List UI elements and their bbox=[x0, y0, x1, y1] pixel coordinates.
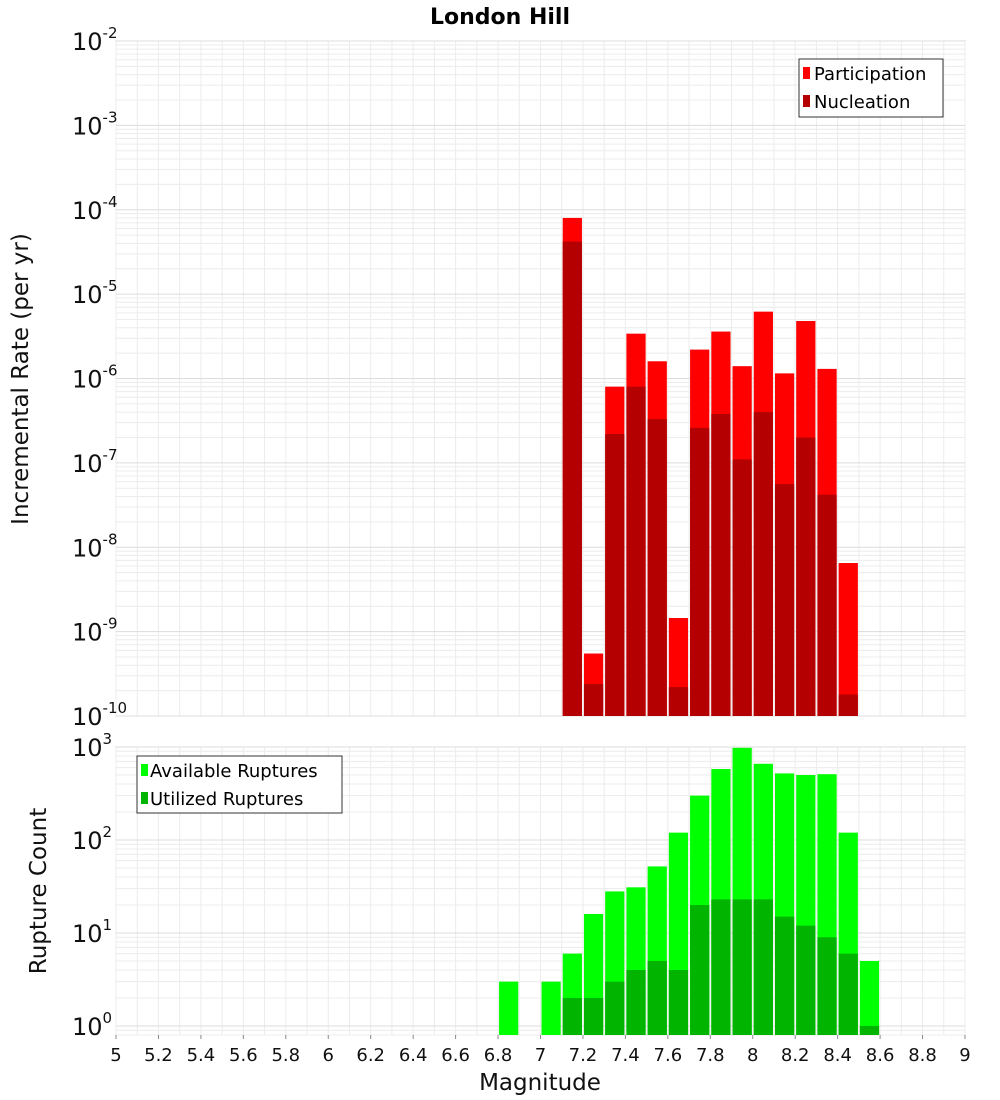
y-tick-label: 10-9 bbox=[72, 615, 118, 647]
top-bar-nucleation bbox=[690, 427, 710, 716]
top-bar-nucleation bbox=[668, 687, 689, 716]
top-bar-nucleation bbox=[774, 484, 795, 716]
top-bar-nucleation bbox=[605, 433, 625, 716]
top-y-ticks: 10-10 10-9 10-8 10-7 10-6 10-5 10-4 10-3 10-2 bbox=[72, 24, 127, 731]
bottom-bar-utilized-ruptures bbox=[838, 953, 858, 1035]
top-bar-nucleation bbox=[626, 386, 646, 716]
x-tick-label: 5 bbox=[110, 1045, 121, 1066]
bottom-bar-utilized-ruptures bbox=[647, 960, 667, 1035]
x-tick-label: 5.4 bbox=[187, 1045, 216, 1066]
x-tick-label: 6.2 bbox=[356, 1045, 385, 1066]
x-tick-label: 7.8 bbox=[696, 1045, 725, 1066]
bottom-bar-utilized-ruptures bbox=[711, 899, 731, 1035]
x-tick-label: 8.8 bbox=[908, 1045, 937, 1066]
x-tick-label: 7.6 bbox=[654, 1045, 683, 1066]
x-tick-label: 8.6 bbox=[866, 1045, 895, 1066]
bottom-bar-utilized-ruptures bbox=[668, 969, 689, 1035]
y-tick-label: 101 bbox=[72, 916, 112, 948]
bottom-bars bbox=[499, 747, 880, 1035]
x-axis-label: Magnitude bbox=[479, 1070, 601, 1096]
x-tick-label: 5.2 bbox=[144, 1045, 173, 1066]
top-legend-box bbox=[798, 58, 944, 118]
bottom-bar-available-ruptures bbox=[499, 981, 519, 1035]
x-tick-label: 8.2 bbox=[781, 1045, 810, 1066]
y-tick-label: 10-7 bbox=[72, 446, 118, 478]
bottom-legend-box bbox=[136, 755, 343, 814]
y-tick-label: 10-8 bbox=[72, 530, 118, 562]
y-tick-label: 10-4 bbox=[72, 193, 118, 225]
x-axis-ticks: 5 5.2 5.4 5.6 5.8 6 6.2 6.4 6.6 6.8 7 7.2 7.4 7.6 7.8 8… bbox=[110, 1035, 971, 1066]
bottom-bar-utilized-ruptures bbox=[774, 916, 795, 1035]
x-tick-label: 6 bbox=[323, 1045, 334, 1066]
x-tick-label: 6.6 bbox=[441, 1045, 470, 1066]
x-tick-label: 7.2 bbox=[569, 1045, 598, 1066]
x-tick-label: 6.4 bbox=[399, 1045, 428, 1066]
top-bars bbox=[562, 217, 858, 717]
bottom-bar-utilized-ruptures bbox=[732, 899, 752, 1035]
y-tick-label: 10-2 bbox=[72, 24, 118, 56]
top-legend: Participation Nucleation bbox=[798, 58, 944, 118]
x-tick-label: 8 bbox=[747, 1045, 758, 1066]
legend-label-available-ruptures: Available Ruptures bbox=[150, 761, 318, 782]
y-tick-label: 103 bbox=[72, 730, 112, 762]
y-tick-label: 10-10 bbox=[72, 699, 127, 731]
top-bar-nucleation bbox=[753, 412, 773, 716]
top-bar-nucleation bbox=[711, 413, 731, 716]
bottom-bar-available-ruptures bbox=[541, 981, 561, 1035]
top-bar-nucleation bbox=[562, 241, 582, 717]
bottom-bar-utilized-ruptures bbox=[562, 997, 582, 1035]
top-bar-participation bbox=[838, 563, 858, 716]
x-tick-label: 7 bbox=[535, 1045, 546, 1066]
y-tick-label: 10-6 bbox=[72, 362, 118, 394]
y-tick-label: 10-3 bbox=[72, 108, 118, 140]
bottom-y-ticks: 100 101 102 103 bbox=[72, 730, 112, 1041]
y-tick-label: 10-5 bbox=[72, 277, 118, 309]
x-tick-label: 8.4 bbox=[823, 1045, 852, 1066]
bottom-y-axis-label: Rupture Count bbox=[26, 808, 52, 974]
y-tick-label: 102 bbox=[72, 823, 112, 855]
legend-label-participation: Participation bbox=[814, 64, 926, 85]
top-bar-nucleation bbox=[583, 683, 604, 716]
top-bar-nucleation bbox=[647, 419, 667, 716]
x-tick-label: 9 bbox=[959, 1045, 970, 1066]
bottom-bar-utilized-ruptures bbox=[859, 1025, 880, 1035]
bottom-bar-utilized-ruptures bbox=[796, 925, 816, 1035]
bottom-bar-utilized-ruptures bbox=[817, 937, 837, 1035]
legend-swatch-available-ruptures bbox=[141, 764, 148, 776]
legend-swatch-nucleation bbox=[803, 95, 810, 107]
y-tick-label: 100 bbox=[72, 1009, 112, 1041]
top-bar-nucleation bbox=[796, 437, 816, 716]
bottom-bar-utilized-ruptures bbox=[583, 997, 604, 1035]
top-bar-nucleation bbox=[732, 459, 752, 716]
bottom-legend: Available Ruptures Utilized Ruptures bbox=[136, 755, 343, 814]
x-tick-label: 5.6 bbox=[229, 1045, 258, 1066]
bottom-bar-utilized-ruptures bbox=[605, 981, 625, 1035]
top-y-axis-label: Incremental Rate (per yr) bbox=[8, 233, 34, 525]
chart-title: London Hill bbox=[430, 5, 570, 30]
legend-swatch-utilized-ruptures bbox=[141, 792, 148, 804]
top-gridlines bbox=[115, 40, 966, 717]
bottom-bar-available-ruptures bbox=[859, 960, 880, 1035]
x-tick-label: 6.8 bbox=[484, 1045, 513, 1066]
top-bar-nucleation bbox=[817, 494, 837, 716]
legend-label-utilized-ruptures: Utilized Ruptures bbox=[150, 789, 303, 810]
bottom-bar-utilized-ruptures bbox=[626, 969, 646, 1035]
bottom-bar-utilized-ruptures bbox=[690, 904, 710, 1035]
x-tick-label: 7.4 bbox=[611, 1045, 640, 1066]
x-tick-label: 5.8 bbox=[271, 1045, 300, 1066]
legend-swatch-participation bbox=[803, 67, 810, 79]
bottom-bar-utilized-ruptures bbox=[753, 899, 773, 1035]
top-bar-nucleation bbox=[838, 694, 858, 716]
legend-label-nucleation: Nucleation bbox=[814, 92, 910, 113]
